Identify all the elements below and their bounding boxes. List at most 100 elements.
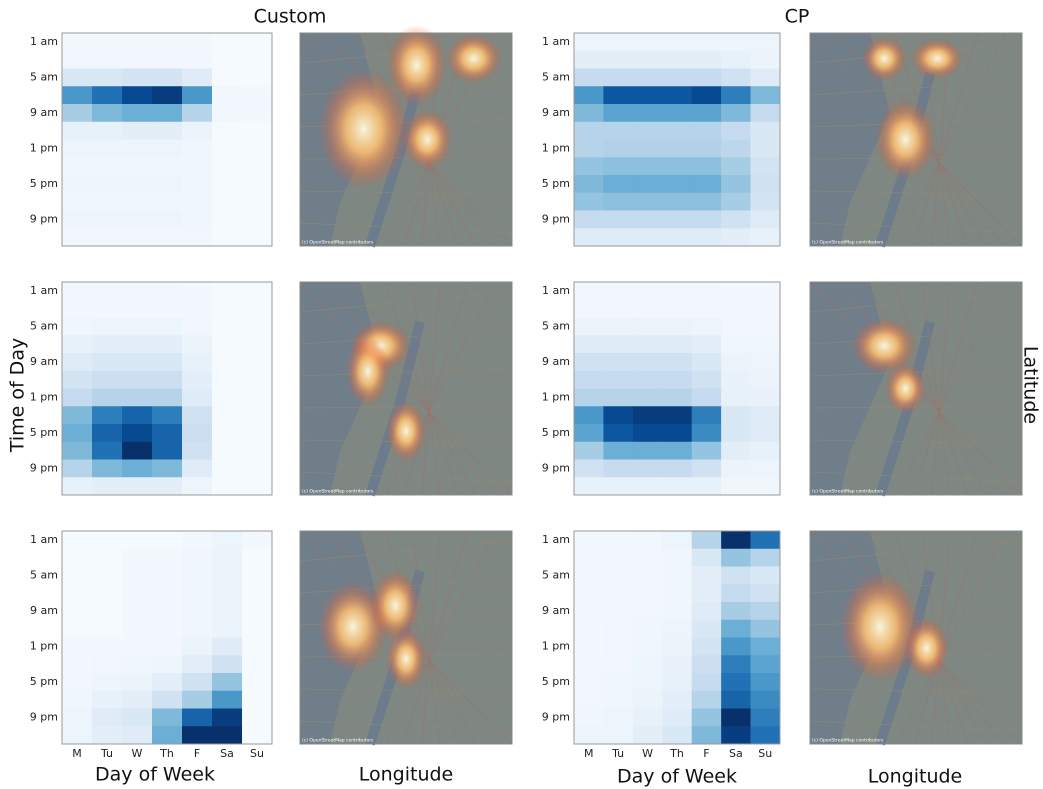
heat-cell [574, 567, 604, 585]
heat-cell [242, 51, 272, 69]
heat-cell [751, 584, 781, 602]
heat-cell [92, 709, 122, 727]
heat-cell [242, 335, 272, 353]
heat-cell [603, 211, 633, 229]
heat-cell [122, 69, 152, 87]
heat-cell [574, 460, 604, 478]
heat-cell [662, 442, 692, 460]
heat-cell [122, 531, 152, 549]
heat-cell [721, 228, 751, 246]
heat-cell [751, 673, 781, 691]
x-tick-label: Th [669, 747, 684, 760]
heat-cell [574, 549, 604, 567]
map-credit: (c) OpenStreetMap contributors [302, 489, 374, 495]
heat-cell [242, 104, 272, 122]
heat-cell [62, 655, 92, 673]
heat-cell [574, 442, 604, 460]
heat-cell [92, 193, 122, 211]
heat-cell [603, 726, 633, 744]
heat-cell [182, 655, 212, 673]
heat-cell [751, 157, 781, 175]
y-tick-label: 1 pm [542, 390, 570, 403]
heat-cell [574, 335, 604, 353]
heat-cell [122, 122, 152, 140]
heat-cell [633, 157, 663, 175]
heat-cell [92, 442, 122, 460]
heat-cell [633, 477, 663, 495]
heat-cell [122, 442, 152, 460]
heat-cell [603, 442, 633, 460]
heat-cell [182, 318, 212, 336]
heat-cell [152, 318, 182, 336]
heat-cell [212, 122, 242, 140]
heat-cell [692, 460, 722, 478]
heat-cell [662, 211, 692, 229]
heat-cell [62, 442, 92, 460]
heat-cell [152, 477, 182, 495]
heat-cell [662, 620, 692, 638]
heat-cell [122, 335, 152, 353]
heat-cell [574, 318, 604, 336]
heat-cell [152, 211, 182, 229]
heat-cell [662, 282, 692, 300]
heat-cell [721, 424, 751, 442]
heat-cell [633, 638, 663, 656]
heat-cell [751, 51, 781, 69]
heat-cell [692, 104, 722, 122]
heat-cell [92, 335, 122, 353]
heat-cell [62, 477, 92, 495]
y-tick-label: 1 am [30, 35, 58, 48]
heat-cell [574, 300, 604, 318]
heat-cell [242, 371, 272, 389]
heat-cell [603, 300, 633, 318]
heat-cell [212, 460, 242, 478]
map-panel: (c) OpenStreetMap contributors [300, 531, 512, 744]
heat-cell [182, 228, 212, 246]
heat-cell [212, 638, 242, 656]
x-tick-label: F [703, 747, 709, 760]
heat-cell [242, 726, 272, 744]
y-tick-label: 1 am [30, 533, 58, 546]
heat-cell [92, 228, 122, 246]
heat-cell [721, 567, 751, 585]
heat-cell [721, 638, 751, 656]
heat-cell [721, 318, 751, 336]
heat-cell [122, 282, 152, 300]
heat-cell [212, 140, 242, 158]
heat-cell [242, 193, 272, 211]
heat-cell [574, 602, 604, 620]
heat-cell [662, 33, 692, 51]
heat-cell [152, 602, 182, 620]
heat-cell [574, 69, 604, 87]
heat-cell [122, 620, 152, 638]
heat-cell [122, 673, 152, 691]
heat-cell [603, 584, 633, 602]
heat-cell [152, 620, 182, 638]
y-tick-label: 9 am [30, 355, 58, 368]
heat-cell [721, 371, 751, 389]
heat-cell [92, 140, 122, 158]
heat-cell [574, 726, 604, 744]
heat-cell [212, 157, 242, 175]
heat-cell [633, 567, 663, 585]
heat-cell [692, 335, 722, 353]
map-panel: (c) OpenStreetMap contributors [810, 282, 1022, 495]
heat-cell [92, 460, 122, 478]
heat-cell [751, 175, 781, 193]
heat-cell [692, 228, 722, 246]
heat-cell [122, 602, 152, 620]
heat-cell [603, 175, 633, 193]
heat-cell [721, 691, 751, 709]
heat-cell [692, 211, 722, 229]
heat-cell [62, 318, 92, 336]
map-panel: (c) OpenStreetMap contributors [300, 25, 512, 246]
heat-cell [182, 335, 212, 353]
heat-cell [212, 300, 242, 318]
heat-cell [662, 86, 692, 104]
heat-cell [152, 691, 182, 709]
heat-cell [92, 318, 122, 336]
heat-cell [574, 104, 604, 122]
heat-cell [603, 193, 633, 211]
heat-cell [692, 709, 722, 727]
heat-cell [152, 655, 182, 673]
